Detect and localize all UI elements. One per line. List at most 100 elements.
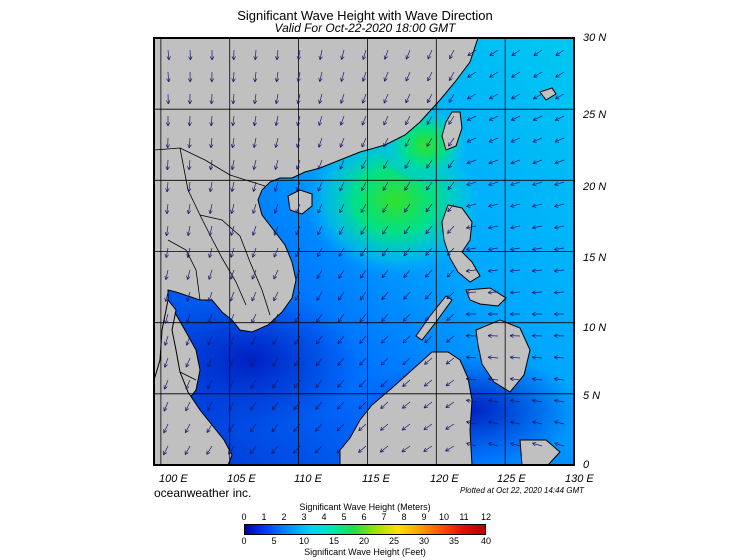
wave-arrow — [358, 401, 367, 410]
wave-arrow — [405, 115, 411, 126]
wave-arrow — [275, 49, 280, 61]
wave-arrow — [230, 181, 235, 192]
wave-arrow — [209, 71, 214, 83]
wave-arrow — [446, 313, 455, 321]
wave-arrow — [532, 420, 543, 425]
wave-arrow — [554, 93, 565, 100]
wave-arrow — [184, 445, 191, 456]
wave-arrow — [361, 93, 367, 104]
wave-arrow — [208, 181, 213, 193]
wave-arrow — [380, 357, 389, 366]
wave-arrow — [295, 225, 301, 236]
wave-arrow — [554, 159, 565, 165]
wave-arrow — [296, 115, 301, 126]
wave-arrow — [531, 355, 543, 360]
wave-arrow — [553, 377, 565, 382]
wave-arrow — [252, 159, 257, 170]
wave-arrow — [488, 442, 499, 447]
wave-arrow — [336, 401, 345, 410]
wave-arrow — [424, 291, 433, 300]
wave-arrow — [425, 203, 433, 213]
wave-arrow — [488, 203, 499, 208]
lon-label-115e: 115 E — [362, 473, 390, 485]
wave-arrow — [553, 398, 565, 403]
malay-peninsula-landmass — [154, 298, 233, 465]
wave-arrow — [208, 225, 213, 236]
lat-label-30n: 30 N — [583, 32, 607, 44]
wave-arrow — [554, 115, 565, 121]
wave-arrow — [318, 49, 323, 61]
wave-arrow — [382, 203, 389, 213]
wave-arrow — [185, 335, 191, 346]
wave-arrow — [427, 71, 433, 82]
wave-arrow — [206, 445, 213, 455]
wave-arrow — [315, 379, 323, 389]
wave-arrow — [445, 357, 455, 365]
wave-arrow — [273, 225, 279, 236]
wave-arrow — [488, 159, 499, 165]
wave-arrow — [295, 159, 301, 170]
wave-arrow — [358, 423, 367, 432]
wave-arrow — [402, 313, 411, 322]
wave-arrow — [533, 71, 543, 78]
wave-arrow — [230, 225, 235, 236]
low-wave-zone-gulf-thailand — [154, 290, 360, 430]
wave-arrow — [402, 379, 411, 387]
wave-arrow — [424, 313, 433, 322]
wave-arrow — [531, 377, 543, 382]
wave-arrow — [339, 93, 345, 104]
wave-arrow — [511, 49, 521, 57]
wave-arrow — [509, 246, 521, 252]
wave-arrow — [359, 313, 367, 323]
wave-arrow — [532, 115, 543, 121]
wave-arrow — [446, 291, 455, 300]
valid-time-subtitle: Valid For Oct-22-2020 18:00 GMT — [274, 21, 456, 35]
wave-arrow — [510, 225, 521, 230]
wave-arrow — [359, 335, 367, 344]
wave-arrow — [294, 313, 301, 323]
wave-arrow — [271, 423, 279, 433]
wave-arrow — [509, 355, 521, 360]
wave-arrow — [250, 401, 257, 411]
asia-mainland-landmass — [154, 38, 479, 451]
lon-label-100e: 100 E — [159, 473, 188, 485]
wave-arrow — [466, 115, 477, 121]
legend-feet-title: Significant Wave Height (Feet) — [304, 547, 426, 557]
wave-arrow — [295, 203, 301, 214]
wave-arrow — [531, 311, 543, 317]
wave-arrow — [295, 181, 301, 192]
wave-arrow — [188, 49, 193, 61]
wave-height-colorbar — [244, 524, 486, 535]
wave-arrow — [318, 93, 323, 104]
wave-arrow — [445, 401, 455, 409]
wave-arrow — [531, 268, 543, 273]
wave-arrow — [532, 159, 543, 165]
wave-arrow — [511, 71, 521, 78]
wave-arrow — [488, 181, 499, 187]
wave-arrow — [296, 49, 302, 61]
wave-arrow — [230, 159, 235, 171]
wave-arrow — [403, 291, 411, 300]
wave-arrow — [465, 333, 477, 338]
feet-tick: 15 — [328, 536, 339, 546]
wave-arrow — [186, 203, 192, 215]
wave-arrow — [533, 49, 543, 57]
wave-arrow — [228, 401, 235, 411]
wave-arrow — [510, 420, 521, 425]
wave-arrow — [383, 93, 389, 104]
wave-arrow — [531, 290, 543, 295]
wave-arrow — [271, 445, 279, 455]
wave-arrow — [296, 137, 301, 148]
wave-arrow — [315, 357, 323, 367]
wave-arrow — [466, 203, 477, 208]
wave-arrow — [252, 93, 258, 105]
wave-arrow — [424, 335, 433, 344]
wave-arrow — [185, 401, 191, 412]
wave-arrow — [337, 357, 345, 367]
wave-arrow — [230, 137, 236, 149]
wave-arrow — [381, 269, 389, 279]
wave-arrow — [446, 335, 455, 343]
wave-arrow — [401, 401, 411, 409]
wave-arrow — [251, 247, 257, 258]
